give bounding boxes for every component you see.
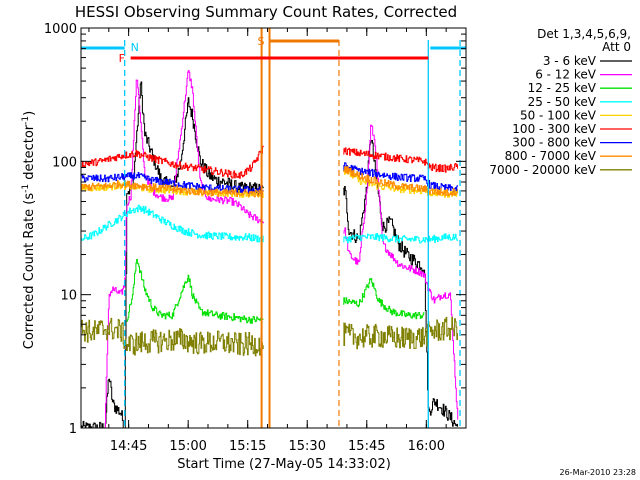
series-line-0-seg-0 <box>81 81 264 428</box>
y-axis-label-main: Corrected Count Rate (s <box>22 193 37 350</box>
legend-label-2: 12 - 25 keV <box>528 81 597 95</box>
series-line-8-seg-0 <box>81 317 264 357</box>
series-layer <box>81 70 459 428</box>
series-line-3-seg-0 <box>81 204 264 243</box>
legend-label-4: 50 - 100 keV <box>520 108 597 122</box>
series-line-5-seg-0 <box>81 145 264 179</box>
axes: 14:45 15:00 15:15 15:30 15:45 16:00 1 10 100 1000 <box>44 22 467 454</box>
x-tick-label-5: 16:00 <box>408 439 445 454</box>
y-tick-label-0: 1 <box>69 422 77 437</box>
flare-label: F <box>119 52 125 65</box>
series-line-0-seg-1 <box>343 140 458 427</box>
y-axis-label-end: ) <box>22 111 37 116</box>
legend-label-1: 6 - 12 keV <box>535 68 597 82</box>
legend-label-0: 3 - 6 keV <box>543 54 597 68</box>
x-tick-label-3: 15:30 <box>289 439 326 454</box>
y-axis-label-mid: detector <box>22 124 37 184</box>
legend-title-line1: Det 1,3,4,5,6,9, <box>537 27 631 41</box>
saa-label: S <box>258 35 265 48</box>
series-line-5-seg-1 <box>343 147 458 173</box>
night-label: N <box>131 41 139 54</box>
y-axis-label-sup1: -1 <box>21 184 31 193</box>
legend-label-3: 25 - 50 keV <box>528 95 597 109</box>
chart-title: HESSI Observing Summary Count Rates, Cor… <box>75 3 457 21</box>
y-tick-label-2: 100 <box>52 155 77 170</box>
series-line-6-seg-1 <box>343 162 458 193</box>
x-tick-label-4: 15:45 <box>348 439 385 454</box>
y-tick-label-1: 10 <box>60 289 77 304</box>
plot-frame <box>80 27 467 429</box>
x-tick-label-1: 15:00 <box>169 439 206 454</box>
legend-label-7: 800 - 7000 keV <box>505 149 597 163</box>
x-tick-label-2: 15:15 <box>229 439 266 454</box>
legend-label-6: 300 - 800 keV <box>512 136 596 150</box>
series-line-7-seg-1 <box>343 166 458 196</box>
legend-label-8: 7000 - 20000 keV <box>489 163 596 177</box>
y-axis-label-sup2: -1 <box>21 116 31 125</box>
timestamp: 26-Mar-2010 23:28 <box>560 468 637 477</box>
y-axis-label: Corrected Count Rate (s-1 detector-1) <box>21 111 37 349</box>
legend-title-line2: Att 0 <box>602 40 631 54</box>
series-line-7-seg-0 <box>81 180 264 198</box>
series-line-2-seg-1 <box>343 278 425 320</box>
legend-label-5: 100 - 300 keV <box>512 122 596 136</box>
x-tick-label-0: 14:45 <box>110 439 147 454</box>
series-line-1-seg-0 <box>104 70 264 428</box>
series-line-2-seg-0 <box>126 259 264 324</box>
y-tick-label-3: 1000 <box>44 22 77 37</box>
series-line-3-seg-1 <box>343 233 458 244</box>
annotation-markers: N S F <box>81 28 466 428</box>
x-axis-label: Start Time (27-May-05 14:33:02) <box>177 457 391 472</box>
series-line-8-seg-1 <box>343 316 458 350</box>
series-line-1-seg-1 <box>343 124 459 420</box>
